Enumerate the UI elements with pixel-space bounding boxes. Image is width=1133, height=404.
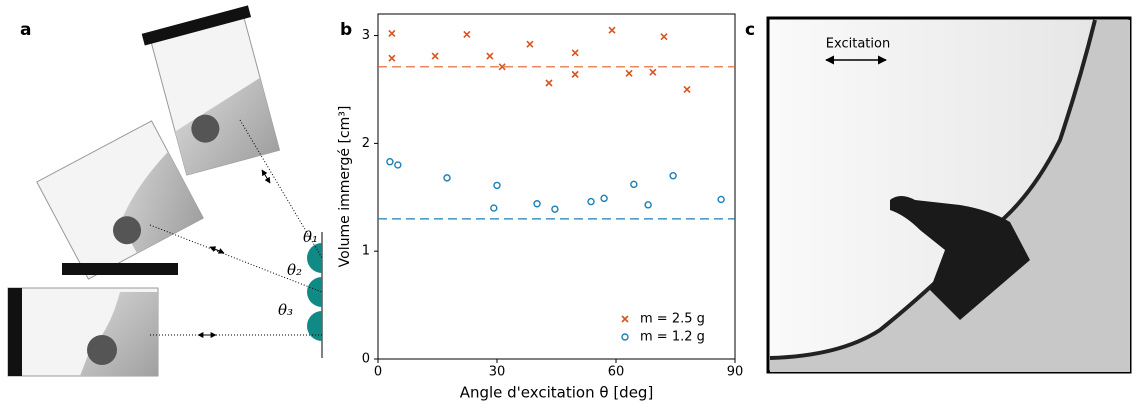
angle-wedge [307,243,322,273]
container [36,120,204,280]
angle-wedge [307,311,322,341]
y-tick-label: 3 [362,28,370,43]
point [587,197,595,206]
chart-b: 0 30 60 90 0 1 2 3 Angle d'excitation θ [deg] Vol… [337,13,744,402]
point [683,85,691,94]
point [571,49,579,57]
point [394,161,402,169]
angle-wedge [307,277,322,307]
angle-label: θ₂ [287,261,302,279]
arrow [209,246,225,254]
angle-label: θ₁ [303,228,318,246]
point [551,205,559,213]
legend-marker [621,315,629,323]
angle-label: θ₃ [278,301,293,319]
panel-label: a [20,20,31,40]
legend-label: m = 2.5 g [640,312,705,327]
point [490,204,498,212]
point [717,195,725,204]
guide-line [149,224,323,293]
x-tick-label: 60 [608,365,625,380]
point [498,63,506,71]
y-tick-label: 1 [362,244,370,259]
container [141,5,281,176]
plot-frame [377,13,736,360]
x-axis-label: Angle d'excitation θ [deg] [460,384,654,402]
y-tick-label: 0 [362,352,370,367]
y-tick-label: 2 [362,136,370,151]
point [493,181,501,190]
point [533,200,541,208]
point [571,70,579,78]
point [669,172,677,180]
panel-label: c [745,20,755,40]
point [388,29,396,37]
y-axis-label: Volume immergé [cm³] [337,106,353,268]
legend-label: m = 1.2 g [640,330,705,345]
arrow [261,169,271,184]
point [388,54,396,62]
x-tick-label: 0 [374,365,382,380]
legend-marker [621,333,629,341]
point [386,158,394,166]
point [431,52,439,60]
photo-label: Excitation [826,37,890,52]
point [649,68,657,76]
point [486,52,494,60]
panel-label: b [340,20,352,40]
point [625,69,633,77]
point [660,33,668,41]
container [7,287,159,377]
x-tick-label: 30 [489,365,506,380]
photo-c: Excitation [766,16,1132,374]
point [608,26,616,34]
point [545,79,553,87]
point [600,194,608,203]
point [526,40,534,48]
x-tick-label: 90 [727,365,744,380]
point [630,180,638,189]
diagram-a: θ₁ θ₂ θ₃ [7,5,323,377]
point [443,174,451,182]
point [644,201,652,209]
point [463,30,471,39]
